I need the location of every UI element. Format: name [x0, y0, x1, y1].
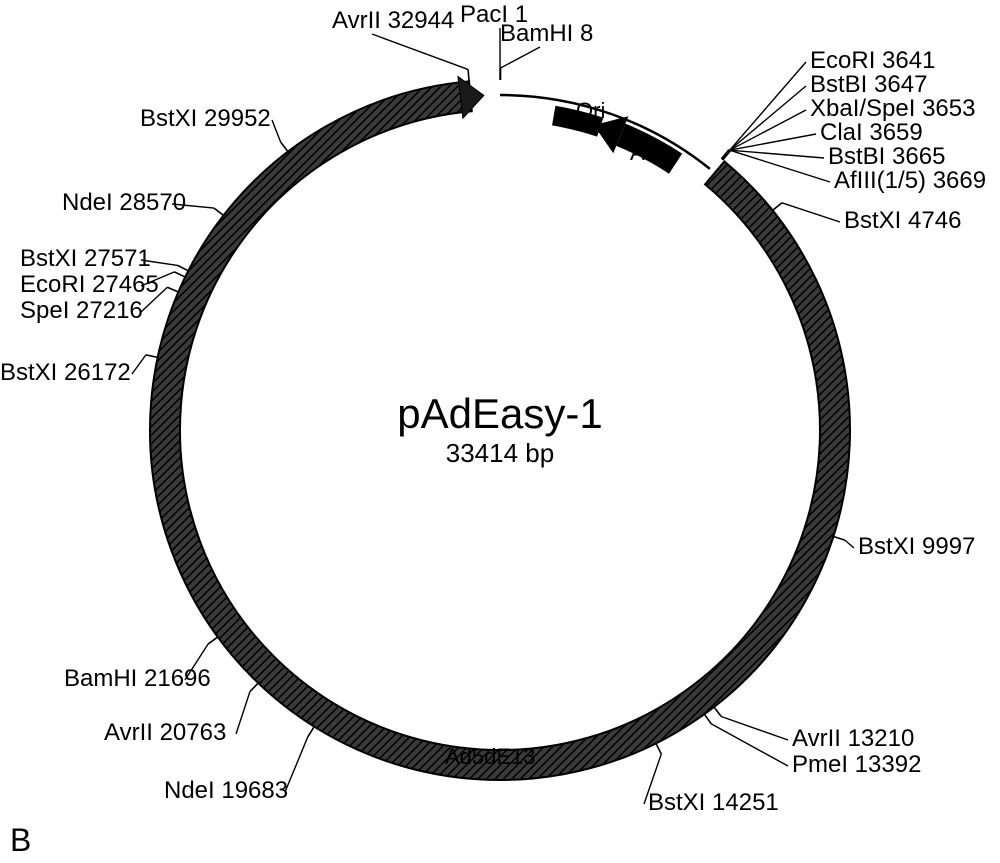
site-avrii-13210: AvrII 13210: [792, 726, 914, 752]
site-spei-27216: SpeI 27216: [20, 298, 143, 324]
site-ndei-19683: NdeI 19683: [164, 778, 288, 804]
plasmid-name: pAdEasy-1: [300, 390, 700, 438]
feature-amp: Amp: [630, 140, 675, 166]
site-bamhi-8: BamHI 8: [500, 21, 593, 47]
site-ndei-28570: NdeI 28570: [62, 190, 186, 216]
plasmid-size: 33414 bp: [300, 438, 700, 469]
site-ecori-27465: EcoRI 27465: [20, 272, 159, 298]
panel-letter: B: [10, 822, 31, 859]
site-bstxi-4746: BstXI 4746: [844, 208, 961, 234]
site-bstxi-29952: BstXI 29952: [140, 106, 271, 132]
site-bstxi-26172: BstXI 26172: [0, 360, 131, 386]
site-avrii-32944: AvrII 32944: [332, 8, 454, 34]
feature-ori: Ori: [576, 98, 605, 124]
site-bamhi-21696: BamHI 21696: [64, 666, 211, 692]
site-bstxi-14251: BstXI 14251: [648, 790, 779, 816]
feature-ad5: Ad5dE13: [445, 744, 536, 770]
site-avrii-20763: AvrII 20763: [104, 720, 226, 746]
plasmid-diagram: pAdEasy-1 33414 bp Ori Amp Ad5dE13 AvrII 32…: [0, 0, 1000, 863]
plasmid-title-block: pAdEasy-1 33414 bp: [300, 390, 700, 469]
site-afiii-3669: AfIII(1/5) 3669: [834, 168, 986, 194]
site-bstxi-9997: BstXI 9997: [858, 534, 975, 560]
site-bstxi-27571: BstXI 27571: [20, 246, 151, 272]
site-pmei-13392: PmeI 13392: [792, 752, 921, 778]
